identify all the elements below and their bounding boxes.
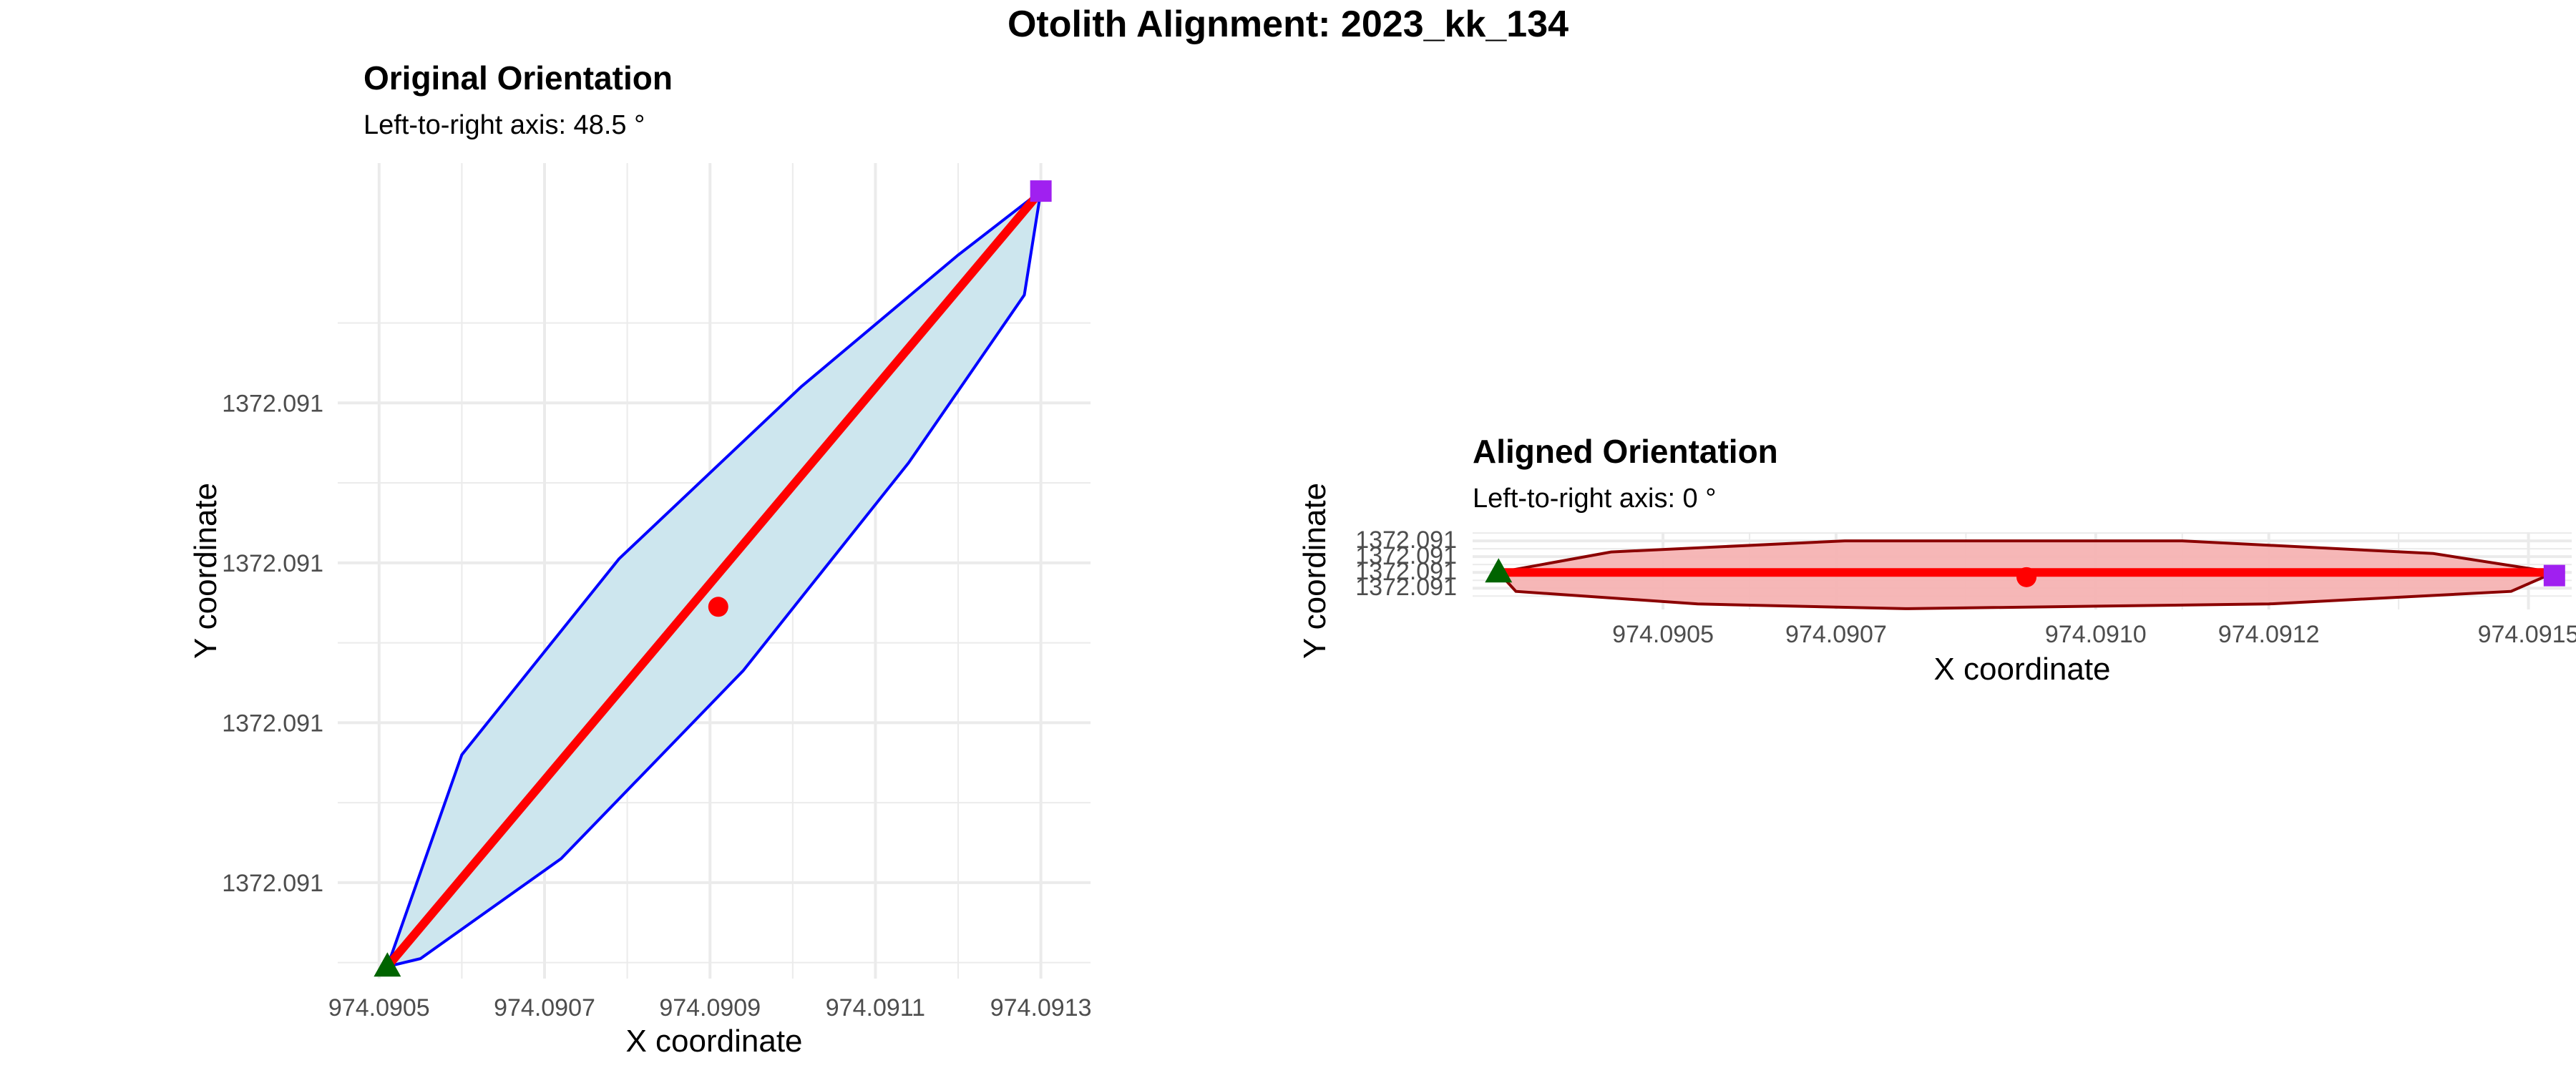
x-tick-label: 974.0905	[1612, 621, 1714, 648]
axis-line	[384, 188, 1045, 970]
left-point-marker	[374, 952, 401, 977]
x-tick-label: 974.0913	[990, 994, 1092, 1021]
left-point-marker	[1485, 558, 1513, 583]
x-tick-label: 974.0909	[659, 994, 761, 1021]
panel-original-subtitle: Left-to-right axis: 48.5 °	[364, 110, 645, 140]
y-tick-label: 1372.091	[1355, 526, 1457, 554]
x-tick-label: 974.0915	[2478, 621, 2576, 648]
y-tick-label: 1372.091	[222, 710, 323, 737]
x-tick-label: 974.0907	[494, 994, 595, 1021]
y-tick-label: 1372.091	[222, 870, 323, 897]
x-tick-label: 974.0912	[2218, 621, 2320, 648]
y-tick-label: 1372.091	[222, 550, 323, 577]
centroid-point	[708, 597, 728, 617]
panel-original-title: Original Orientation	[364, 59, 673, 97]
y-tick-label: 1372.091	[1355, 574, 1457, 601]
x-axis-title: X coordinate	[1933, 652, 2110, 687]
x-tick-label: 974.0910	[2045, 621, 2147, 648]
centroid-point	[2016, 567, 2037, 587]
panel-aligned-title: Aligned Orientation	[1473, 433, 1778, 470]
x-tick-label: 974.0905	[328, 994, 430, 1021]
y-axis-title: Y coordinate	[188, 483, 223, 659]
figure-title: Otolith Alignment: 2023_kk_134	[1007, 4, 1569, 45]
panel-aligned: 974.0905 974.0907 974.0910 974.0912 974.0915…	[1297, 483, 2576, 687]
x-tick-label: 974.0911	[826, 994, 925, 1021]
x-tick-label: 974.0907	[1785, 621, 1887, 648]
right-point-marker	[2543, 564, 2565, 587]
y-tick-label: 1372.091	[222, 390, 323, 417]
y-tick-label: 1372.091	[1355, 542, 1457, 569]
right-point-marker	[1030, 180, 1052, 202]
x-axis-title: X coordinate	[625, 1024, 802, 1059]
y-tick-label: 1372.091	[1355, 558, 1457, 585]
panel-aligned-subtitle: Left-to-right axis: 0 °	[1473, 484, 1717, 514]
y-axis-title: Y coordinate	[1297, 483, 1332, 659]
panel-original: 974.0905 974.0907 974.0909 974.0911 974.0913…	[188, 163, 1092, 1059]
